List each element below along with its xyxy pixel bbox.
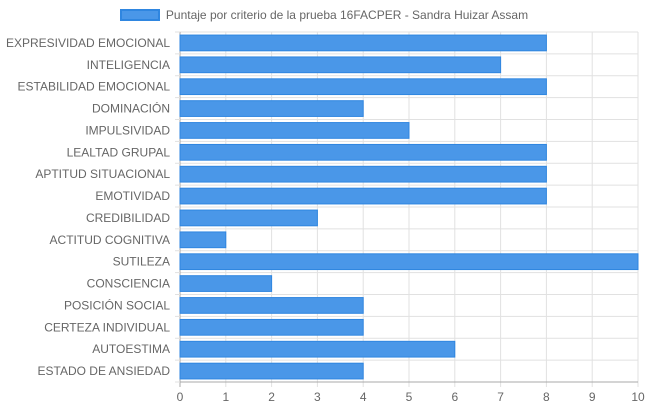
category-label: DOMINACIÓN <box>92 101 170 116</box>
category-label: ACTITUD COGNITIVA <box>50 233 170 247</box>
bar[interactable] <box>179 318 364 336</box>
category-label: ESTADO DE ANSIEDAD <box>38 364 171 378</box>
bar[interactable] <box>179 231 227 249</box>
category-label: IMPULSIVIDAD <box>85 123 170 137</box>
x-tick-label: 2 <box>268 390 275 404</box>
category-label: EMOTIVIDAD <box>95 189 170 203</box>
bar[interactable] <box>179 187 547 205</box>
x-tick-label: 5 <box>406 390 413 404</box>
x-tick-label: 1 <box>222 390 229 404</box>
bar[interactable] <box>179 253 639 271</box>
bar[interactable] <box>179 143 547 161</box>
bar[interactable] <box>179 122 410 139</box>
x-tick-label: 7 <box>497 390 504 404</box>
category-label: CONSCIENCIA <box>87 277 170 291</box>
x-tick-label: 8 <box>543 390 550 404</box>
category-label: AUTOESTIMA <box>92 342 170 356</box>
x-tick-label: 6 <box>451 390 458 404</box>
bar[interactable] <box>179 56 502 74</box>
x-tick-label: 10 <box>631 390 645 404</box>
x-tick-label: 0 <box>177 390 184 404</box>
bar[interactable] <box>179 165 547 183</box>
bar[interactable] <box>179 297 364 314</box>
category-label: CERTEZA INDIVIDUAL <box>44 320 170 334</box>
x-tick-label: 9 <box>589 390 596 404</box>
bar[interactable] <box>179 78 547 96</box>
category-label: EXPRESIVIDAD EMOCIONAL <box>6 36 170 50</box>
category-label: APTITUD SITUACIONAL <box>35 167 170 181</box>
x-tick-label: 4 <box>360 390 367 404</box>
legend-label: Puntaje por criterio de la prueba 16FACP… <box>165 8 529 22</box>
bar[interactable] <box>179 209 318 227</box>
category-label: SUTILEZA <box>113 255 170 269</box>
category-label: CREDIBILIDAD <box>86 211 170 225</box>
bar[interactable] <box>179 100 364 117</box>
bar[interactable] <box>179 275 273 292</box>
legend[interactable]: Puntaje por criterio de la prueba 16FACP… <box>0 6 648 24</box>
category-label: LEALTAD GRUPAL <box>67 145 171 159</box>
bar[interactable] <box>179 34 547 52</box>
bar[interactable] <box>179 340 456 358</box>
category-label: INTELIGENCIA <box>87 58 170 72</box>
legend-swatch <box>119 9 160 21</box>
bar[interactable] <box>179 362 364 380</box>
category-label: ESTABILIDAD EMOCIONAL <box>18 80 171 94</box>
category-label: POSICIÓN SOCIAL <box>64 297 170 312</box>
x-tick-label: 3 <box>314 390 321 404</box>
